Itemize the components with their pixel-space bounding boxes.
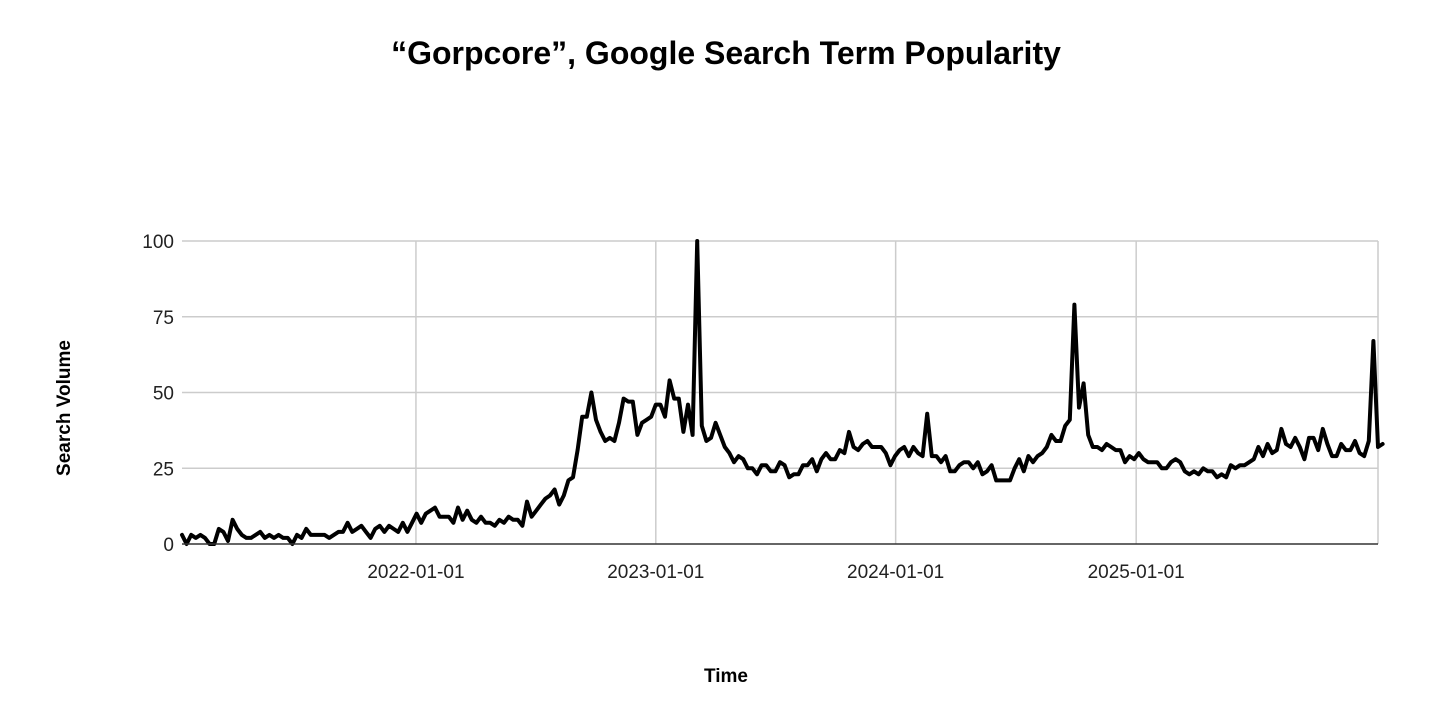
y-tick-labels: 0 25 50 75 100 [142, 232, 174, 556]
x-tick-label: 2025-01-01 [1088, 562, 1185, 583]
y-axis-title: Search Volume [54, 340, 75, 476]
x-gridlines [415, 241, 1379, 544]
y-gridlines [182, 240, 1378, 469]
chart-title: “Gorpcore”, Google Search Term Popularit… [391, 35, 1061, 71]
y-tick-label: 100 [142, 232, 174, 253]
x-tick-label: 2022-01-01 [367, 562, 464, 583]
x-tick-label: 2024-01-01 [847, 562, 944, 583]
x-tick-label: 2023-01-01 [607, 562, 704, 583]
y-tick-label: 50 [153, 384, 174, 405]
x-axis-title: Time [704, 666, 748, 687]
y-tick-label: 75 [153, 308, 174, 329]
series-line [180, 239, 1385, 546]
x-tick-labels: 2022-01-01 2023-01-01 2024-01-01 2025-01-01 [367, 562, 1184, 583]
y-tick-label: 0 [163, 535, 174, 556]
y-tick-label: 25 [153, 459, 174, 480]
